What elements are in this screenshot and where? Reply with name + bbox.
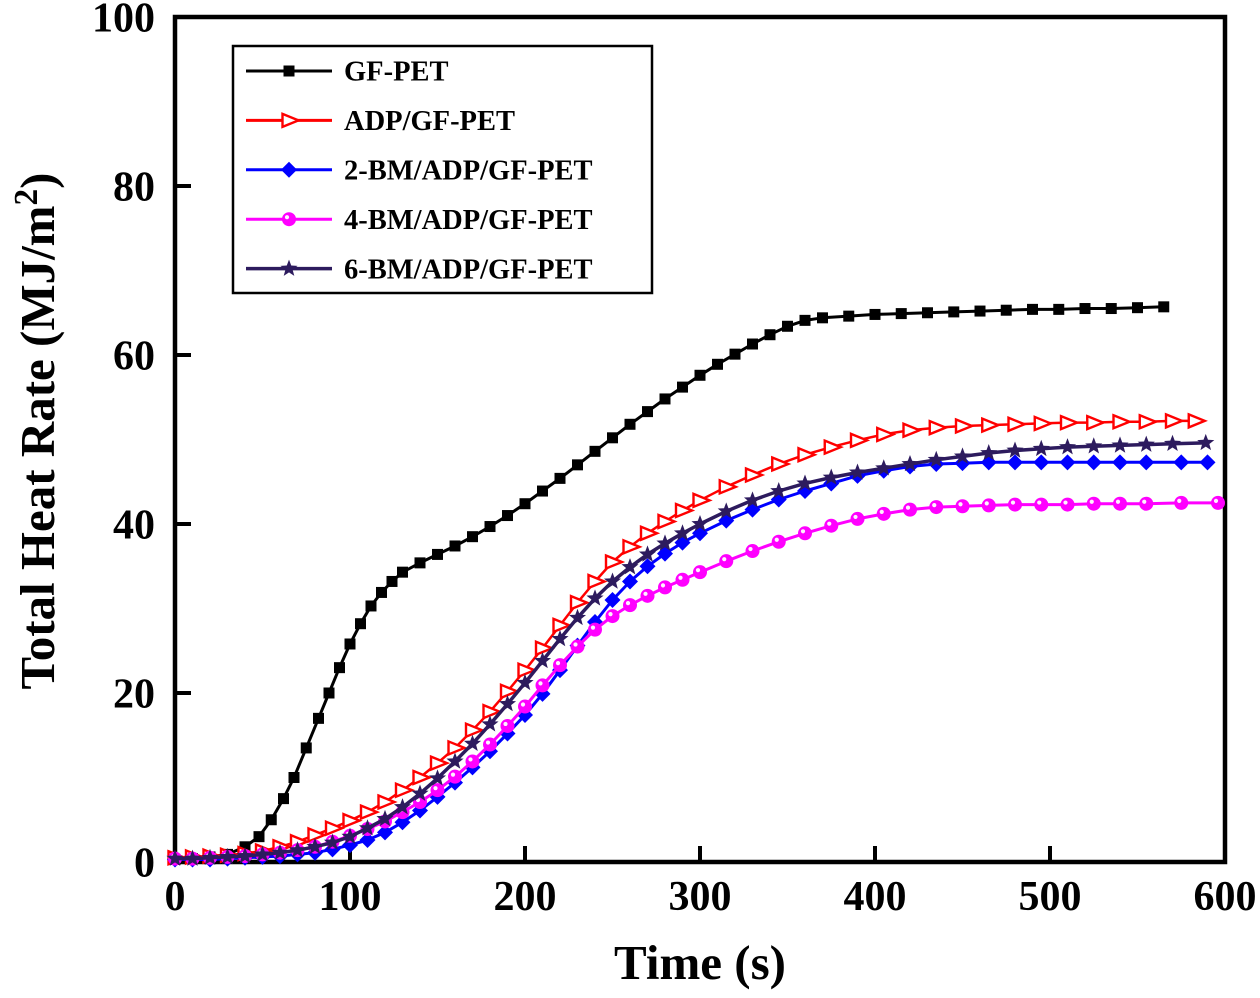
series-line <box>174 419 1196 860</box>
y-tick-label: 0 <box>134 840 155 886</box>
y-tick-label: 60 <box>113 333 155 379</box>
series-adp-gf-pet <box>167 412 1208 867</box>
y-axis-ticks: 0 20 40 60 80 100 <box>92 0 191 886</box>
x-tick-label: 600 <box>1194 874 1257 920</box>
series-line <box>175 501 1218 861</box>
legend-label: 2-BM/ADP/GF-PET <box>344 155 593 186</box>
legend: GF-PET ADP/GF-PET 2-BM/ADP/GF-PET 4-BM/ADP/… <box>231 44 654 295</box>
series-2-bm-adp-gf-pet <box>167 454 1216 868</box>
legend-label: ADP/GF-PET <box>344 106 515 137</box>
legend-item-gf-pet: GF-PET <box>246 57 449 88</box>
legend-item-adp-gf-pet: ADP/GF-PET <box>246 106 515 137</box>
y-axis-title: Total Heat Rate (MJ/m2) <box>7 172 66 690</box>
x-axis-title: Time (s) <box>614 935 786 990</box>
y-tick-label: 40 <box>113 502 155 548</box>
x-tick-label: 300 <box>669 874 732 920</box>
legend-label: 6-BM/ADP/GF-PET <box>344 254 593 285</box>
x-tick-label: 400 <box>844 874 907 920</box>
x-tick-label: 500 <box>1019 874 1082 920</box>
legend-item-2-bm-adp-gf-pet: 2-BM/ADP/GF-PET <box>246 155 593 186</box>
series-line <box>175 460 1208 861</box>
y-tick-label: 100 <box>92 0 155 41</box>
x-tick-label: 100 <box>319 874 382 920</box>
series-4-bm-adp-gf-pet <box>168 495 1225 866</box>
series-6-bm-adp-gf-pet <box>166 433 1215 866</box>
legend-label: 4-BM/ADP/GF-PET <box>344 205 593 236</box>
x-tick-label: 200 <box>494 874 557 920</box>
x-axis-ticks: 0 100 200 300 400 500 600 <box>165 846 1257 920</box>
x-tick-label: 0 <box>165 874 186 920</box>
y-tick-label: 80 <box>113 164 155 210</box>
series-gf-pet <box>169 301 1170 865</box>
legend-item-6-bm-adp-gf-pet: 6-BM/ADP/GF-PET <box>246 254 593 285</box>
legend-item-4-bm-adp-gf-pet: 4-BM/ADP/GF-PET <box>246 205 593 236</box>
y-tick-label: 20 <box>113 671 155 717</box>
legend-label: GF-PET <box>344 57 449 88</box>
